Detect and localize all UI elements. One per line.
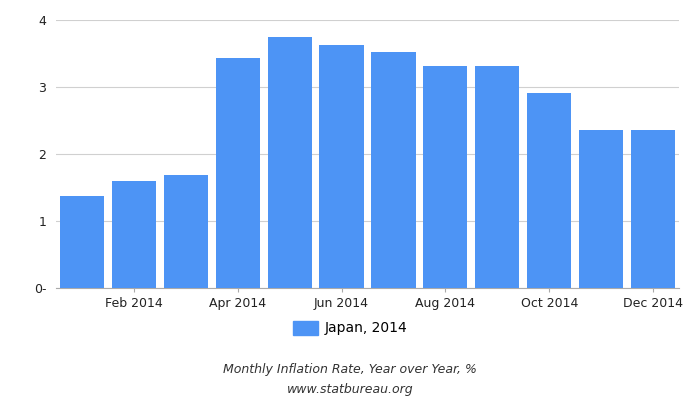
Text: Monthly Inflation Rate, Year over Year, %: Monthly Inflation Rate, Year over Year, … xyxy=(223,364,477,376)
Bar xyxy=(631,130,675,288)
Legend: Japan, 2014: Japan, 2014 xyxy=(287,315,413,341)
Bar xyxy=(267,38,312,288)
Bar xyxy=(579,130,623,288)
Bar xyxy=(475,66,519,288)
Bar xyxy=(164,175,208,288)
Text: www.statbureau.org: www.statbureau.org xyxy=(287,384,413,396)
Bar xyxy=(527,93,571,288)
Bar xyxy=(319,45,363,288)
Bar xyxy=(424,66,468,288)
Bar xyxy=(216,58,260,288)
Bar xyxy=(60,196,104,288)
Bar xyxy=(372,52,416,288)
Bar xyxy=(112,182,156,288)
